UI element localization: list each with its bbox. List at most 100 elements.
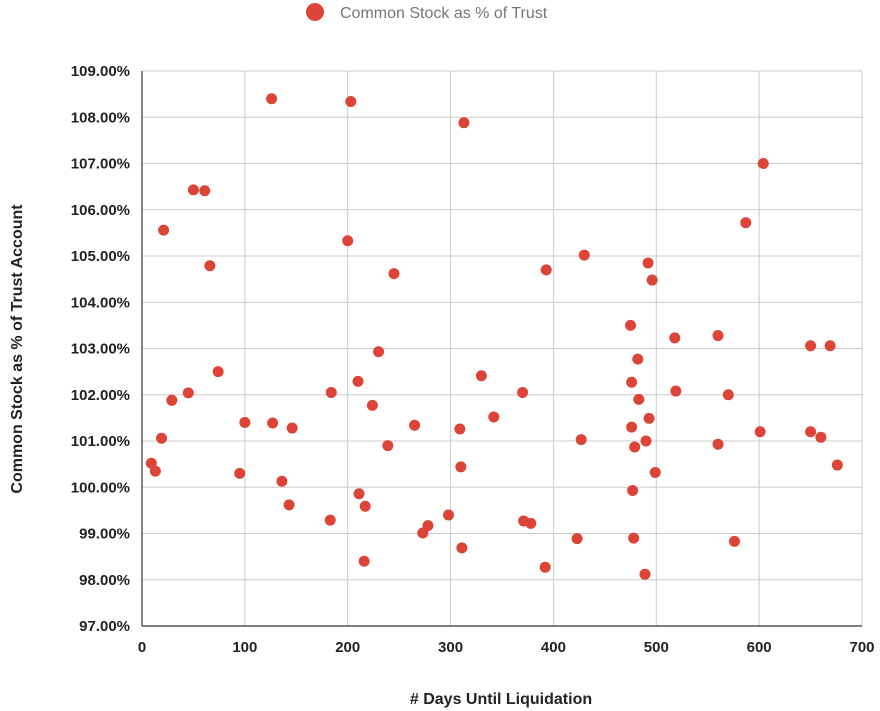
x-tick-label: 400 (541, 639, 566, 656)
y-tick-label: 103.00% (71, 341, 130, 358)
y-tick-label: 104.00% (71, 294, 130, 311)
data-point (578, 249, 590, 261)
data-point (575, 434, 587, 446)
axes (141, 71, 862, 627)
data-point (267, 417, 279, 429)
x-tick-label: 200 (335, 639, 360, 656)
data-point (626, 421, 638, 433)
data-point (212, 366, 224, 378)
x-tick-label: 500 (644, 639, 669, 656)
y-axis-ticks: 97.00% 98.00% 99.00% 100.00% 101.00% 102.00% 1… (71, 63, 130, 635)
data-point (187, 184, 199, 196)
data-point (456, 542, 468, 554)
y-tick-label: 106.00% (71, 202, 130, 219)
data-point (646, 274, 658, 286)
data-point (353, 488, 365, 500)
data-point (639, 568, 651, 580)
data-point (234, 467, 246, 479)
data-point (352, 375, 364, 387)
data-point (204, 260, 216, 272)
data-point (757, 158, 769, 169)
data-point (540, 264, 552, 276)
legend-marker (306, 3, 324, 21)
y-tick-label: 97.00% (79, 618, 130, 635)
data-point (443, 509, 455, 521)
data-point (805, 426, 817, 438)
data-point (182, 387, 194, 399)
data-point (754, 426, 766, 438)
data-point (805, 340, 817, 352)
data-point (149, 465, 161, 477)
y-tick-label: 105.00% (71, 248, 130, 265)
data-point (640, 435, 652, 447)
data-point (517, 386, 529, 398)
data-point (382, 440, 394, 452)
data-point (359, 500, 371, 512)
data-point (722, 389, 734, 401)
data-point (388, 268, 400, 280)
y-tick-label: 98.00% (79, 572, 130, 589)
data-point (455, 461, 467, 473)
data-point (199, 185, 211, 197)
x-tick-label: 300 (438, 639, 463, 656)
x-tick-label: 100 (232, 639, 257, 656)
data-points (145, 93, 843, 580)
data-point (712, 330, 724, 342)
y-tick-label: 109.00% (71, 63, 130, 80)
data-point (166, 394, 178, 406)
data-point (458, 117, 470, 129)
data-point (728, 535, 740, 547)
data-point (632, 353, 644, 365)
data-point (643, 412, 655, 424)
x-tick-label: 0 (138, 639, 146, 656)
data-point (276, 475, 288, 487)
data-point (156, 432, 168, 444)
data-point (633, 393, 645, 405)
y-tick-label: 101.00% (71, 433, 130, 450)
data-point (325, 386, 337, 398)
data-point (454, 423, 466, 435)
y-tick-label: 99.00% (79, 526, 130, 543)
legend-label: Common Stock as % of Trust (340, 5, 548, 22)
x-tick-label: 600 (747, 639, 772, 656)
data-point (740, 217, 752, 229)
data-point (366, 399, 378, 411)
data-point (239, 417, 251, 428)
data-point (266, 93, 278, 105)
data-point (342, 235, 354, 247)
y-axis-title: Common Stock as % of Trust Account (9, 204, 26, 494)
data-point (669, 332, 681, 344)
data-point (831, 459, 843, 471)
data-point (525, 517, 537, 529)
y-tick-label: 108.00% (71, 109, 130, 126)
data-point (627, 484, 639, 496)
data-point (488, 411, 500, 423)
data-point (626, 376, 638, 388)
y-tick-label: 107.00% (71, 156, 130, 173)
x-axis-title: # Days Until Liquidation (410, 691, 592, 708)
data-point (571, 533, 583, 545)
legend: Common Stock as % of Trust (306, 3, 548, 22)
data-point (286, 422, 298, 434)
data-point (670, 385, 682, 397)
data-point (475, 370, 487, 382)
x-tick-label: 700 (849, 639, 874, 656)
data-point (629, 441, 641, 453)
data-point (815, 431, 827, 443)
data-point (625, 319, 637, 331)
y-tick-label: 102.00% (71, 387, 130, 404)
data-point (409, 419, 421, 431)
data-point (422, 520, 434, 532)
gridlines (141, 70, 863, 627)
data-point (324, 514, 336, 526)
data-point (373, 346, 385, 358)
data-point (283, 499, 295, 511)
data-point (539, 561, 551, 573)
data-point (642, 257, 654, 269)
data-point (712, 438, 724, 450)
data-point (628, 532, 640, 544)
data-point (158, 224, 170, 236)
data-point (824, 340, 836, 352)
x-axis-ticks: 0 100 200 300 400 500 600 700 (138, 639, 875, 656)
